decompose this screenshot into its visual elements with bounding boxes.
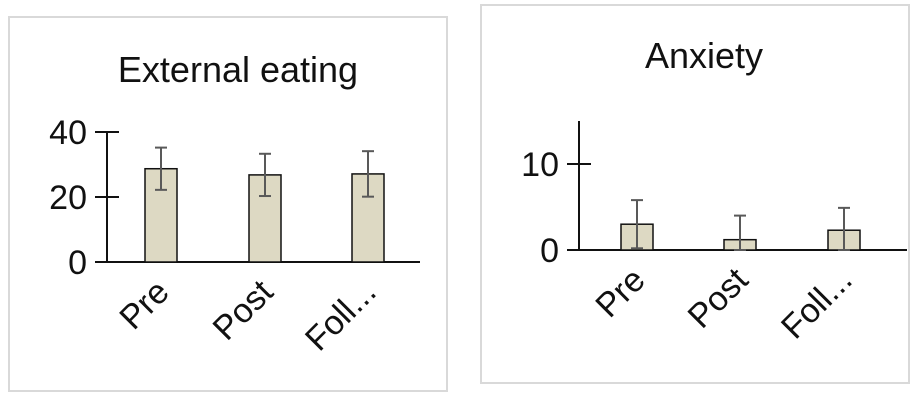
y-tick-label: 0 [68,244,87,282]
category-label: Post [206,272,281,347]
y-tick-label: 20 [49,179,87,217]
chart-title: Anxiety [645,35,763,76]
chart-title: External eating [118,49,358,90]
category-label: Pre [112,273,176,337]
category-label: Foll... [298,273,384,359]
y-tick-label: 40 [49,114,87,152]
y-tick-label: 0 [540,232,559,270]
chart-panel-anxiety: Anxiety 0 10 Pre Post Foll... [480,4,910,384]
category-label: Foll... [774,261,860,347]
category-label: Pre [588,261,652,325]
y-tick-label: 10 [521,146,559,184]
chart-panel-external-eating: External eating 0 20 40 Pre Post Foll... [8,16,448,392]
chart-external-eating: External eating 0 20 40 Pre Post Foll... [49,49,420,359]
chart-anxiety: Anxiety 0 10 Pre Post Foll... [521,35,907,347]
category-label: Post [681,260,756,335]
